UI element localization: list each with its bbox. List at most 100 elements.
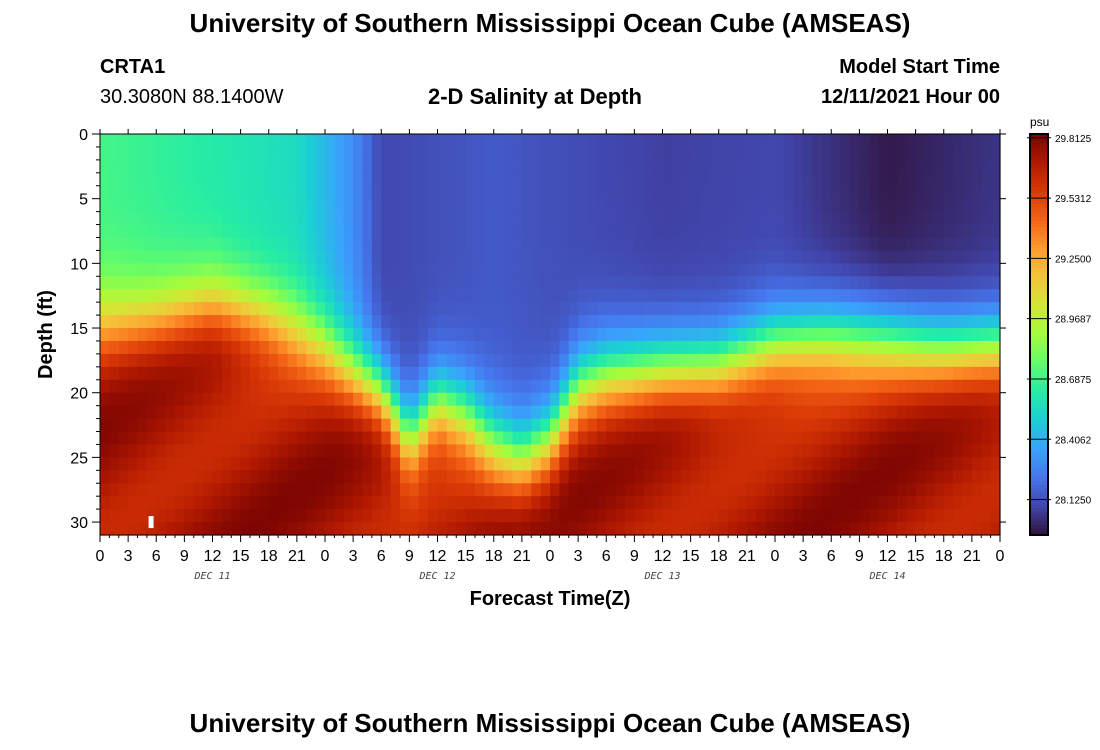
heatmap-cell	[315, 444, 326, 458]
heatmap-cell	[896, 444, 907, 458]
heatmap-cell	[437, 509, 448, 523]
heatmap-cell	[118, 457, 129, 471]
heatmap-cell	[390, 379, 401, 394]
heatmap-cell	[915, 509, 926, 523]
heatmap-cell	[756, 379, 767, 394]
heatmap-cell	[578, 237, 589, 252]
heatmap-cell	[362, 250, 373, 264]
heatmap-cell	[175, 405, 185, 420]
heatmap-cell	[503, 185, 514, 200]
heatmap-cell	[400, 470, 410, 484]
heatmap-cell	[437, 211, 448, 226]
heatmap-cell	[437, 302, 448, 316]
heatmap-cell	[906, 353, 917, 368]
heatmap-cell	[878, 134, 889, 148]
heatmap-cell	[559, 431, 570, 446]
heatmap-cell	[596, 237, 607, 252]
heatmap-cell	[643, 509, 654, 523]
heatmap-cell	[221, 302, 232, 316]
heatmap-cell	[709, 263, 720, 277]
heatmap-cell	[334, 172, 345, 187]
heatmap-cell	[990, 340, 1001, 355]
heatmap-cell	[175, 483, 185, 497]
heatmap-cell	[925, 159, 935, 174]
heatmap-cell	[446, 211, 457, 226]
heatmap-cell	[925, 172, 935, 187]
heatmap-cell	[371, 237, 382, 252]
heatmap-cell	[259, 353, 270, 368]
heatmap-cell	[240, 379, 251, 394]
heatmap-cell	[278, 289, 289, 303]
heatmap-cell	[765, 146, 776, 161]
colorbar-segment	[1030, 204, 1048, 209]
heatmap-cell	[625, 470, 635, 484]
heatmap-cell	[371, 328, 382, 342]
heatmap-cell	[559, 379, 570, 394]
heatmap-cell	[362, 172, 373, 187]
heatmap-cell	[821, 457, 832, 471]
heatmap-cell	[962, 198, 973, 213]
heatmap-cell	[259, 522, 270, 536]
heatmap-cell	[859, 366, 870, 381]
heatmap-cell	[484, 405, 495, 420]
heatmap-cell	[671, 328, 682, 342]
heatmap-cell	[709, 379, 720, 394]
heatmap-cell	[803, 263, 814, 277]
heatmap-cell	[925, 353, 935, 368]
heatmap-cell	[231, 211, 242, 226]
heatmap-cell	[746, 146, 757, 161]
heatmap-cell	[203, 250, 214, 264]
heatmap-cell	[287, 509, 298, 523]
x-tick-label: 3	[799, 548, 808, 565]
heatmap-cell	[606, 263, 617, 277]
heatmap-cell	[746, 198, 757, 213]
heatmap-cell	[559, 444, 570, 458]
heatmap-cell	[775, 198, 785, 213]
heatmap-cell	[671, 379, 682, 394]
heatmap-cell	[118, 315, 129, 329]
heatmap-cell	[962, 276, 973, 290]
heatmap-cell	[221, 224, 232, 239]
heatmap-cell	[390, 315, 401, 329]
heatmap-cell	[962, 392, 973, 407]
heatmap-cell	[128, 470, 139, 484]
heatmap-cell	[428, 509, 439, 523]
heatmap-cell	[981, 379, 992, 394]
heatmap-cell	[493, 470, 504, 484]
heatmap-cell	[371, 315, 382, 329]
heatmap-cell	[250, 379, 260, 394]
heatmap-cell	[325, 379, 335, 394]
heatmap-cell	[878, 159, 889, 174]
heatmap-cell	[221, 134, 232, 148]
heatmap-cell	[128, 198, 139, 213]
heatmap-cell	[746, 263, 757, 277]
heatmap-cell	[596, 211, 607, 226]
heatmap-cell	[268, 509, 279, 523]
heatmap-cell	[850, 457, 860, 471]
heatmap-cell	[165, 315, 176, 329]
heatmap-cell	[193, 431, 204, 446]
heatmap-cell	[456, 470, 467, 484]
heatmap-cell	[428, 159, 439, 174]
colorbar-segment	[1030, 397, 1048, 402]
heatmap-cell	[212, 522, 223, 536]
heatmap-cell	[925, 392, 935, 407]
heatmap-cell	[512, 470, 523, 484]
heatmap-cell	[625, 276, 635, 290]
heatmap-cell	[915, 444, 926, 458]
heatmap-cell	[793, 496, 804, 510]
heatmap-cell	[971, 509, 982, 523]
heatmap-cell	[981, 172, 992, 187]
heatmap-cell	[175, 159, 185, 174]
heatmap-cell	[718, 237, 729, 252]
heatmap-cell	[381, 263, 392, 277]
heatmap-cell	[409, 340, 420, 355]
heatmap-cell	[418, 276, 429, 290]
heatmap-cell	[184, 172, 195, 187]
heatmap-cell	[765, 250, 776, 264]
heatmap-cell	[325, 276, 335, 290]
heatmap-cell	[568, 276, 579, 290]
heatmap-cell	[550, 392, 560, 407]
heatmap-cell	[568, 418, 579, 433]
heatmap-cells	[100, 134, 1001, 536]
